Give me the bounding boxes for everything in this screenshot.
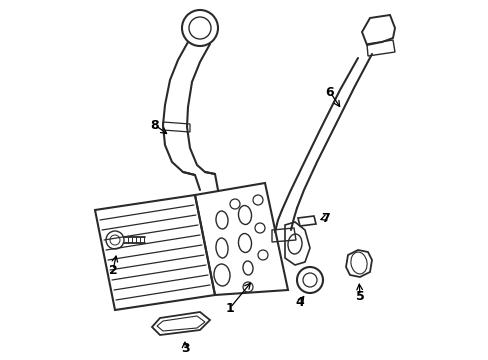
Text: 1: 1 xyxy=(225,302,234,315)
Text: 6: 6 xyxy=(325,86,334,99)
Text: 4: 4 xyxy=(295,296,304,309)
Text: 7: 7 xyxy=(320,212,329,225)
Text: 5: 5 xyxy=(355,289,364,302)
Text: 3: 3 xyxy=(181,342,189,355)
Text: 8: 8 xyxy=(150,118,159,131)
Text: 2: 2 xyxy=(108,264,117,276)
